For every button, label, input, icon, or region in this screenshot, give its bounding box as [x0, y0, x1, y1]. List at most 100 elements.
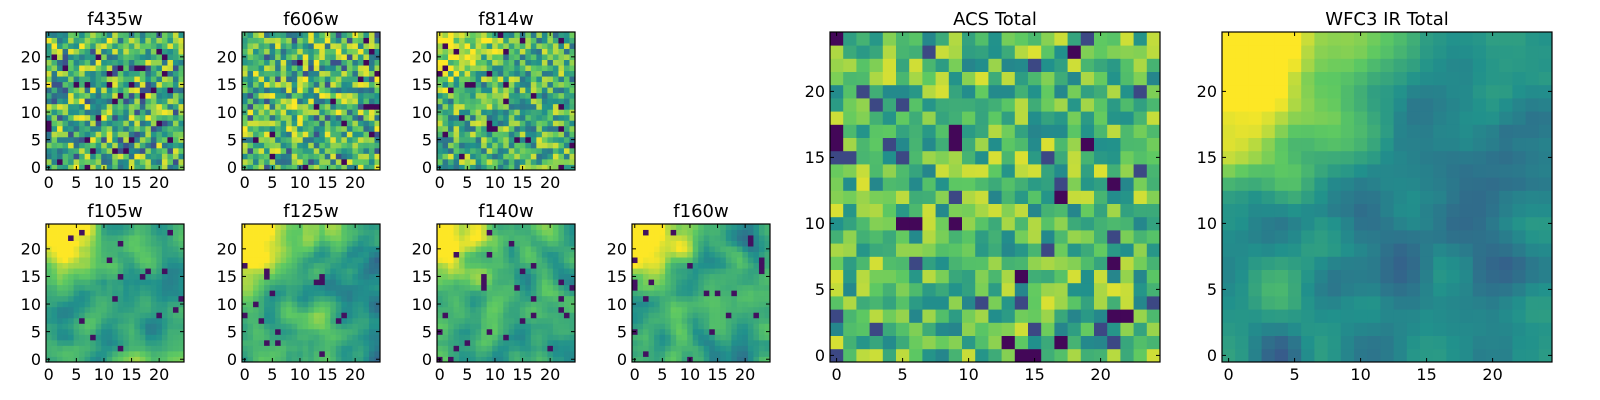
heatmap-cell: [330, 54, 337, 60]
heatmap-cell: [731, 306, 738, 313]
heatmap-cell: [330, 142, 337, 149]
heatmap-cell: [374, 131, 381, 138]
heatmap-cell: [698, 279, 705, 286]
heatmap-cell: [470, 92, 477, 99]
heatmap-cell: [368, 251, 375, 258]
heatmap-cell: [139, 323, 146, 330]
heatmap-cell: [264, 279, 270, 286]
heatmap-cell: [302, 164, 309, 171]
heatmap-cell: [79, 147, 86, 154]
heatmap-cell: [654, 284, 660, 291]
heatmap-cell: [134, 350, 141, 357]
heatmap-cell: [145, 273, 152, 280]
heatmap-cell: [62, 37, 69, 44]
heatmap-cell: [962, 216, 976, 231]
heatmap-cell: [264, 323, 270, 330]
heatmap-cell: [909, 256, 923, 270]
heatmap-cell: [242, 284, 248, 291]
heatmap-cell: [280, 224, 287, 230]
heatmap-cell: [536, 339, 543, 346]
heatmap-cell: [368, 301, 375, 308]
heatmap-cell: [547, 109, 554, 116]
heatmap-cell: [1120, 282, 1134, 297]
heatmap-cell: [541, 268, 548, 275]
x-tick-label: 5: [71, 365, 81, 384]
heatmap-cell: [374, 76, 381, 83]
heatmap-cell: [676, 328, 683, 335]
heatmap-cell: [563, 59, 570, 66]
heatmap-cell: [497, 301, 504, 308]
heatmap-cell: [374, 312, 381, 319]
heatmap-cell: [95, 268, 102, 275]
heatmap-cell: [68, 301, 74, 308]
heatmap-cell: [247, 240, 254, 247]
heatmap-cell: [73, 273, 80, 280]
heatmap-cell: [178, 345, 185, 352]
heatmap-cell: [363, 268, 370, 275]
heatmap-cell: [51, 229, 58, 236]
heatmap-cell: [57, 164, 63, 171]
heatmap-cell: [302, 153, 309, 160]
heatmap-cell: [62, 339, 69, 346]
heatmap-cell: [558, 70, 565, 77]
heatmap-cell: [514, 98, 521, 105]
heatmap-cell: [57, 257, 63, 264]
heatmap-cell: [253, 158, 259, 165]
heatmap-cell: [352, 251, 359, 258]
heatmap-cell: [156, 268, 163, 275]
heatmap-cell: [264, 164, 270, 171]
heatmap-cell: [909, 322, 923, 336]
heatmap-cell: [308, 350, 315, 357]
heatmap-cell: [448, 76, 454, 83]
heatmap-cell: [117, 76, 124, 83]
y-tick-label: 15: [412, 267, 432, 286]
y-tick-label: 10: [21, 103, 41, 122]
heatmap-cell: [882, 150, 897, 165]
heatmap-cell: [275, 98, 282, 105]
heatmap-cell: [62, 345, 69, 352]
heatmap-cell: [51, 37, 58, 44]
heatmap-cell: [335, 158, 342, 165]
heatmap-cell: [139, 317, 146, 324]
heatmap-cell: [1067, 282, 1082, 297]
heatmap-cell: [73, 306, 80, 313]
heatmap-cell: [1014, 256, 1029, 270]
heatmap-cell: [286, 136, 293, 143]
heatmap-cell: [948, 150, 963, 165]
heatmap-cell: [172, 54, 179, 60]
heatmap-cell: [150, 306, 157, 313]
heatmap-cell: [692, 224, 699, 230]
heatmap-cell: [247, 87, 254, 94]
heatmap-cell: [508, 312, 515, 319]
heatmap-cell: [117, 306, 124, 313]
heatmap-cell: [112, 306, 119, 313]
heatmap-cell: [150, 158, 157, 165]
heatmap-cell: [731, 356, 738, 363]
heatmap-cell: [242, 235, 248, 241]
heatmap-cell: [935, 177, 950, 191]
y-tick-label: 5: [617, 322, 627, 341]
heatmap-cell: [736, 284, 743, 291]
heatmap-cell: [297, 290, 304, 297]
heatmap-cell: [352, 125, 359, 132]
heatmap-cell: [112, 109, 119, 116]
heatmap-cell: [128, 328, 135, 335]
heatmap-cell: [330, 109, 337, 116]
heatmap-cell: [459, 295, 465, 302]
heatmap-cell: [79, 350, 86, 357]
heatmap-cell: [123, 136, 130, 143]
heatmap-cell: [335, 224, 342, 230]
heatmap-cell: [346, 229, 353, 236]
heatmap-cell: [128, 59, 135, 66]
heatmap-cell: [161, 158, 168, 165]
heatmap-cell: [161, 279, 168, 286]
heatmap-cell: [665, 262, 672, 269]
heatmap-cell: [563, 301, 570, 308]
heatmap-cell: [503, 356, 510, 363]
heatmap-cell: [161, 312, 168, 319]
heatmap-cell: [935, 335, 950, 350]
heatmap-cell: [68, 339, 74, 346]
heatmap-cell: [497, 153, 504, 160]
heatmap-cell: [352, 268, 359, 275]
heatmap-cell: [275, 356, 282, 363]
